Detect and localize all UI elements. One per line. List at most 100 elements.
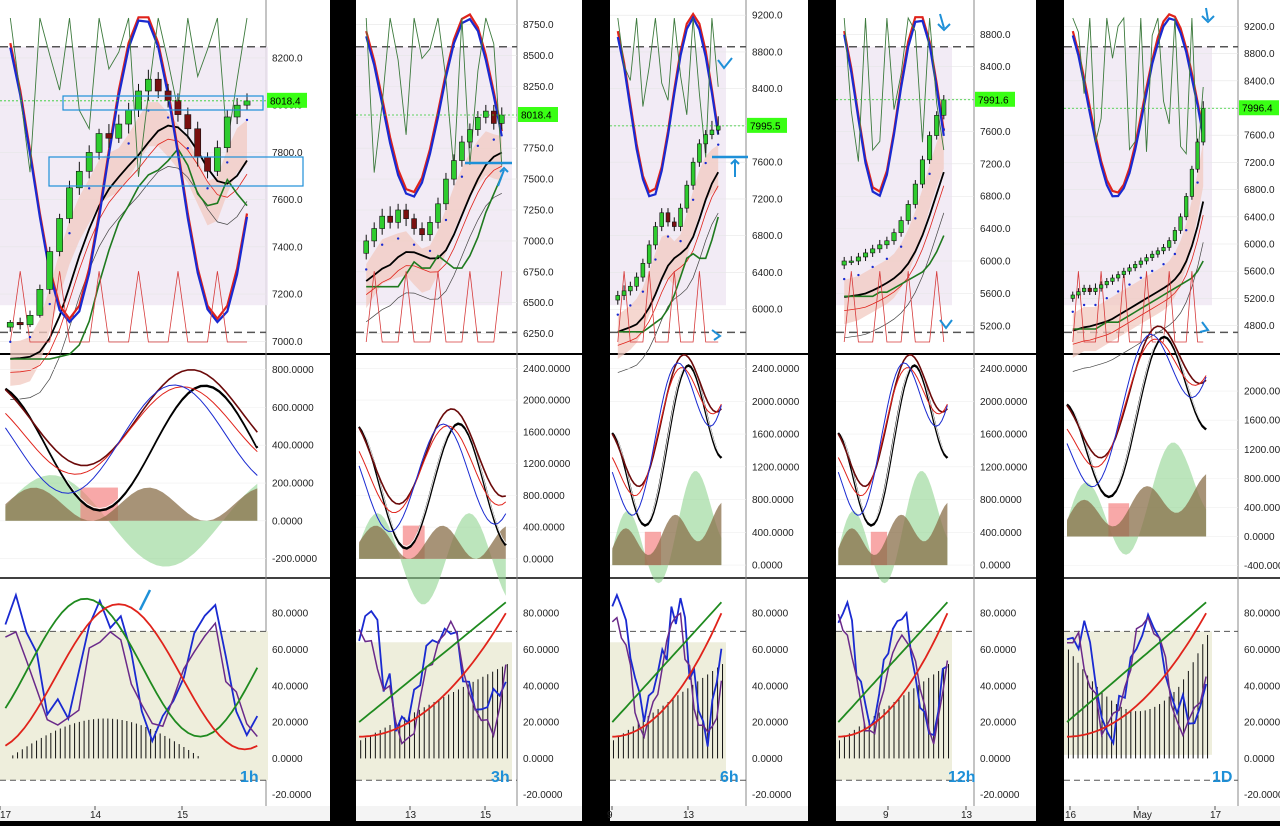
price-tick-label: 7400.0 [272,242,303,253]
candle-up [1133,264,1138,269]
stoch-tick-label: 60.0000 [980,645,1017,656]
candle-up [66,187,73,219]
x-axis-bar [0,806,330,821]
macd-tick-label: 2400.0000 [752,364,800,375]
candle-up [628,285,633,292]
x-tick-label: 17 [1210,810,1222,821]
price-ma-black [365,151,503,282]
candle-up [1121,270,1126,275]
psar-dot [629,304,632,307]
candle-up [905,204,911,221]
price-tick-label: 8500.0 [523,51,554,62]
macd-tick-label: 800.0000 [1244,474,1280,485]
last-price-label: 7991.6 [978,95,1009,106]
price-tick-label: 6500.0 [523,298,554,309]
macd-line-darkred [4,369,258,467]
candle-up [715,125,721,131]
price-tick-label: 8800.0 [1244,49,1275,60]
stoch-line-red [612,612,723,738]
macd-line-red [611,367,722,497]
chart-1D: 9200.08800.08400.08000.07600.07200.06800… [1064,0,1280,821]
macd-inner-area [1067,474,1207,537]
psar-dot [842,277,846,281]
candle-up [697,143,702,163]
candle-up [223,116,231,148]
stoch-line-blue [358,609,507,732]
candle-up [145,78,152,92]
psar-dot [1162,263,1165,266]
stoch-tick-label: 20.0000 [272,718,309,729]
price-ma-red [844,185,945,311]
macd-tick-label: 1200.0000 [980,462,1028,473]
candle-down [1087,287,1092,292]
candle-up [678,207,683,227]
candle-up [646,244,652,264]
stoch-tick-label: 0.0000 [1244,754,1275,765]
annotation-arrow [939,319,953,330]
price-tick-label: 8750.0 [523,20,554,31]
candle-up [684,184,690,209]
candle-up [1201,107,1206,143]
psar-dot [871,265,874,269]
candle-up [363,240,369,254]
price-tick-label: 7200.0 [752,194,783,205]
macd-histogram-area [359,513,506,605]
price-tick-label: 6400.0 [1244,212,1275,223]
psar-dot [654,258,657,261]
macd-tick-label: 2000.0000 [980,397,1028,408]
candle-down [665,212,671,223]
macd-tick-label: 1200.0000 [1244,445,1280,456]
macd-tick-label: -200.0000 [272,554,317,565]
price-tick-label: 6800.0 [752,231,783,242]
macd-line-red [5,386,258,475]
psar-dot [396,237,400,240]
candle-up [934,114,940,136]
stoch-tick-label: -20.0000 [1244,790,1280,801]
candle-down [154,78,162,92]
price-baseline-green [844,235,945,298]
candle-up [1184,196,1189,218]
price-tick-label: 8800.0 [980,30,1011,41]
psar-dot [476,144,480,148]
macd-tick-label: 800.0000 [523,491,565,502]
x-tick-label: 14 [90,810,102,821]
candle-up [855,256,861,262]
candle-down [204,156,211,172]
macd-line-black-inner [611,362,722,524]
candle-up [6,322,14,328]
candle-up [653,226,658,246]
psar-dot [48,302,51,306]
psar-dot [1116,290,1120,293]
annotation-box [62,95,264,111]
psar-dot [206,187,209,190]
x-axis-bar [1064,806,1280,821]
stoch-line-green [611,601,723,723]
macd-line-blue [837,362,948,516]
stoch-tick-label: 40.0000 [980,681,1017,692]
candle-up [95,133,103,153]
price-tick-label: 9200.0 [1244,22,1275,33]
stoch-line-blue [1066,611,1207,747]
chart-12h: 8800.08400.08000.07600.07200.06800.06400… [0,0,1036,821]
macd-tick-label: 1600.0000 [980,430,1028,441]
candle-up [912,183,918,205]
price-spikes-red [1072,271,1204,343]
macd-line-blue [4,384,258,494]
candle-up [427,222,433,236]
psar-dot [1196,181,1199,184]
chart-6h: 9200.08800.08400.08000.07600.07200.06800… [607,0,808,821]
annotation-arrow [1199,321,1210,333]
candle-up [863,252,869,258]
candle-up [621,290,627,296]
macd-line-black-inner [1066,334,1207,496]
candle-up [1127,267,1132,272]
candle-up [379,215,385,229]
candle-up [475,116,481,130]
stoch-line-green [358,601,507,723]
stoch-tick-label: 40.0000 [1244,681,1280,692]
x-tick-label: May [1133,810,1152,821]
stoch-line-red [838,612,949,738]
candle-down [419,228,425,236]
candle-up [891,232,897,242]
